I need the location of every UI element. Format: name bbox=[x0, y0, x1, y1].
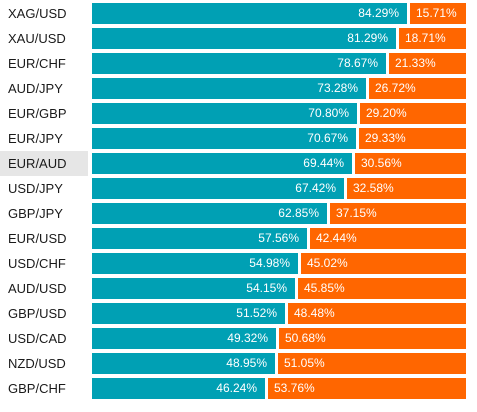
bar-short bbox=[310, 228, 466, 249]
pct-label-long: 69.44% bbox=[303, 156, 344, 170]
bar-short bbox=[399, 28, 466, 49]
bar-long bbox=[92, 128, 356, 149]
chart-row[interactable]: USD/CAD 49.32% 50.68% bbox=[0, 326, 477, 351]
pct-label-long: 57.56% bbox=[258, 231, 299, 245]
bar-short bbox=[288, 303, 466, 324]
pct-label-long: 81.29% bbox=[347, 31, 388, 45]
bar-long bbox=[92, 153, 352, 174]
bar-long bbox=[92, 53, 386, 74]
bar-short bbox=[301, 253, 466, 274]
chart-row[interactable]: EUR/CHF 78.67% 21.33% bbox=[0, 51, 477, 76]
pair-label: XAU/USD bbox=[8, 31, 66, 46]
chart-row[interactable]: XAG/USD 84.29% 15.71% bbox=[0, 1, 477, 26]
pair-label: EUR/GBP bbox=[8, 106, 67, 121]
pct-label-short: 50.68% bbox=[285, 331, 326, 345]
pair-label: USD/CHF bbox=[8, 256, 66, 271]
bar-long bbox=[92, 328, 276, 349]
pct-label-short: 37.15% bbox=[336, 206, 377, 220]
pct-label-long: 49.32% bbox=[227, 331, 268, 345]
chart-row[interactable]: USD/CHF 54.98% 45.02% bbox=[0, 251, 477, 276]
pair-label: EUR/JPY bbox=[8, 131, 63, 146]
row-highlight bbox=[0, 151, 88, 176]
pct-label-short: 53.76% bbox=[274, 381, 315, 395]
pair-label: USD/CAD bbox=[8, 331, 67, 346]
pct-label-short: 29.20% bbox=[366, 106, 407, 120]
bar-short bbox=[389, 53, 466, 74]
bar-long bbox=[92, 228, 307, 249]
bar-short bbox=[360, 103, 466, 124]
pct-label-short: 15.71% bbox=[416, 6, 457, 20]
pair-label: EUR/AUD bbox=[8, 156, 67, 171]
bar-short bbox=[279, 328, 466, 349]
chart-row[interactable]: GBP/JPY 62.85% 37.15% bbox=[0, 201, 477, 226]
pct-label-long: 78.67% bbox=[337, 56, 378, 70]
pct-label-long: 54.98% bbox=[249, 256, 290, 270]
pct-label-short: 42.44% bbox=[316, 231, 357, 245]
bar-short bbox=[268, 378, 466, 399]
bar-long bbox=[92, 353, 275, 374]
bar-short bbox=[347, 178, 466, 199]
chart-row[interactable]: AUD/JPY 73.28% 26.72% bbox=[0, 76, 477, 101]
pair-label: GBP/CHF bbox=[8, 381, 66, 396]
bar-long bbox=[92, 253, 298, 274]
pct-label-short: 45.85% bbox=[304, 281, 345, 295]
bar-long bbox=[92, 278, 295, 299]
bar-long bbox=[92, 378, 265, 399]
pct-label-short: 48.48% bbox=[294, 306, 335, 320]
chart-row[interactable]: EUR/GBP 70.80% 29.20% bbox=[0, 101, 477, 126]
bar-short bbox=[330, 203, 466, 224]
bar-short bbox=[298, 278, 466, 299]
pct-label-long: 70.80% bbox=[308, 106, 349, 120]
pair-label: NZD/USD bbox=[8, 356, 66, 371]
pair-label: GBP/USD bbox=[8, 306, 67, 321]
chart-row[interactable]: GBP/CHF 46.24% 53.76% bbox=[0, 376, 477, 401]
bar-short bbox=[410, 3, 466, 24]
bar-short bbox=[278, 353, 466, 374]
pct-label-long: 46.24% bbox=[216, 381, 257, 395]
pct-label-long: 84.29% bbox=[358, 6, 399, 20]
pct-label-short: 26.72% bbox=[375, 81, 416, 95]
chart-row[interactable]: USD/JPY 67.42% 32.58% bbox=[0, 176, 477, 201]
bar-short bbox=[359, 128, 466, 149]
bar-long bbox=[92, 78, 366, 99]
pair-label: AUD/USD bbox=[8, 281, 67, 296]
bar-long bbox=[92, 203, 327, 224]
pct-label-long: 54.15% bbox=[246, 281, 287, 295]
pct-label-short: 30.56% bbox=[361, 156, 402, 170]
pct-label-long: 73.28% bbox=[317, 81, 358, 95]
chart-row[interactable]: EUR/AUD 69.44% 30.56% bbox=[0, 151, 477, 176]
pct-label-long: 51.52% bbox=[236, 306, 277, 320]
pair-label: USD/JPY bbox=[8, 181, 63, 196]
pair-label: EUR/CHF bbox=[8, 56, 66, 71]
chart-row[interactable]: XAU/USD 81.29% 18.71% bbox=[0, 26, 477, 51]
bar-short bbox=[355, 153, 466, 174]
bar-long bbox=[92, 103, 357, 124]
pct-label-short: 32.58% bbox=[353, 181, 394, 195]
pct-label-short: 21.33% bbox=[395, 56, 436, 70]
pct-label-long: 70.67% bbox=[307, 131, 348, 145]
pair-label: XAG/USD bbox=[8, 6, 67, 21]
bar-long bbox=[92, 28, 396, 49]
pct-label-short: 18.71% bbox=[405, 31, 446, 45]
chart-row[interactable]: GBP/USD 51.52% 48.48% bbox=[0, 301, 477, 326]
bar-short bbox=[369, 78, 466, 99]
pct-label-long: 62.85% bbox=[278, 206, 319, 220]
bar-long bbox=[92, 178, 344, 199]
chart-row[interactable]: EUR/USD 57.56% 42.44% bbox=[0, 226, 477, 251]
bar-long bbox=[92, 303, 285, 324]
chart-row[interactable]: AUD/USD 54.15% 45.85% bbox=[0, 276, 477, 301]
chart-row[interactable]: EUR/JPY 70.67% 29.33% bbox=[0, 126, 477, 151]
chart-row[interactable]: NZD/USD 48.95% 51.05% bbox=[0, 351, 477, 376]
pct-label-long: 67.42% bbox=[295, 181, 336, 195]
pair-label: GBP/JPY bbox=[8, 206, 63, 221]
pct-label-long: 48.95% bbox=[226, 356, 267, 370]
pair-label: AUD/JPY bbox=[8, 81, 63, 96]
pct-label-short: 29.33% bbox=[365, 131, 406, 145]
pair-label: EUR/USD bbox=[8, 231, 67, 246]
pct-label-short: 51.05% bbox=[284, 356, 325, 370]
pct-label-short: 45.02% bbox=[307, 256, 348, 270]
bar-long bbox=[92, 3, 407, 24]
